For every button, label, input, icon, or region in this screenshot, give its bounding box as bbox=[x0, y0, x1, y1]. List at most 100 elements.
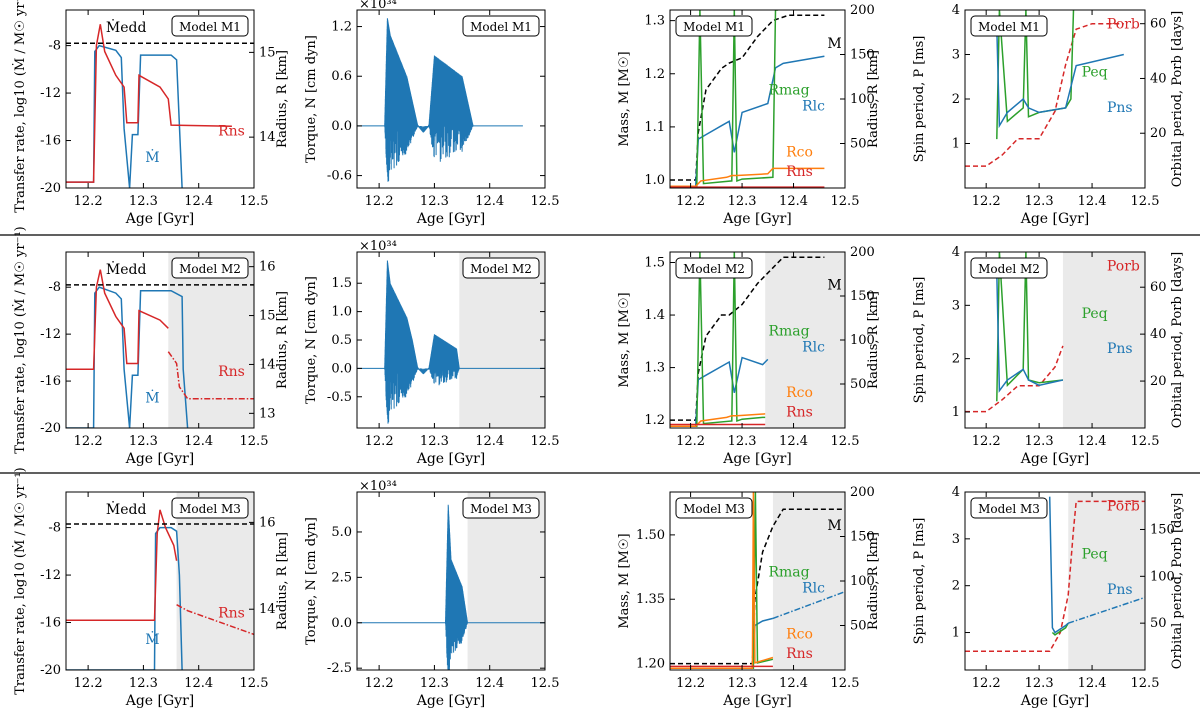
y-tick-label: -16 bbox=[40, 374, 61, 389]
x-tick-label: 12.3 bbox=[1025, 194, 1054, 209]
series-line-porb bbox=[965, 500, 1145, 653]
x-tick-label: 12.3 bbox=[420, 194, 449, 209]
y-tick-label: 0.5 bbox=[331, 333, 352, 348]
y2-tick-label: 50 bbox=[850, 619, 867, 634]
annotation-label: Rns bbox=[218, 364, 245, 380]
x-axis-label: Age [Gyr] bbox=[416, 211, 486, 227]
y-axis-label: Transfer rate, log10 (Ṁ / M☉ yr⁻¹) bbox=[11, 226, 28, 454]
y2-tick-label: 50 bbox=[850, 137, 867, 152]
x-axis-label: Age [Gyr] bbox=[722, 211, 792, 227]
x-tick-label: 12.2 bbox=[676, 194, 705, 209]
y-tick-label: 4 bbox=[952, 245, 960, 260]
model-label: Model M2 bbox=[470, 262, 532, 276]
annotation-label: Ṁedd bbox=[106, 18, 147, 36]
model-label-box bbox=[970, 257, 1048, 279]
x-tick-label: 12.4 bbox=[184, 676, 213, 691]
model-label-box bbox=[970, 497, 1048, 519]
x-tick-label: 12.5 bbox=[531, 676, 560, 691]
y2-tick-label: 150 bbox=[850, 48, 875, 63]
y-tick-label: 4 bbox=[952, 3, 960, 18]
x-tick-label: 12.5 bbox=[831, 676, 860, 691]
y-tick-label: 1 bbox=[952, 405, 960, 420]
x-tick-label: 12.3 bbox=[129, 194, 158, 209]
y2-tick-label: 13 bbox=[259, 406, 276, 421]
annotation-label: Rco bbox=[786, 145, 813, 161]
y-tick-label: 1.3 bbox=[644, 14, 665, 29]
panel-model-m2-mass: 12.2 12.3 12.4 12.5 Age [Gyr] 1.5 1.4 1.3 1.2 Mas… bbox=[617, 245, 881, 467]
annotation-label: Rlc bbox=[802, 339, 825, 355]
panel-model-m1-mass: 12.2 12.3 12.4 12.5 Age [Gyr] 1.3 1.2 1.1 1.0 Mas… bbox=[617, 3, 881, 227]
y-tick-label: -20 bbox=[40, 181, 61, 196]
annotation-label: Rmag bbox=[768, 564, 809, 580]
series-line-blue bbox=[357, 504, 545, 670]
series-line-porb bbox=[965, 345, 1064, 413]
annotation-label: Porb bbox=[1107, 16, 1140, 32]
series-line-red bbox=[176, 604, 254, 636]
x-tick-label: 12.2 bbox=[972, 194, 1001, 209]
y2-tick-label: 100 bbox=[850, 333, 875, 348]
y2-tick-label: 150 bbox=[850, 289, 875, 304]
x-tick-label: 12.4 bbox=[779, 194, 808, 209]
x-tick-label: 12.4 bbox=[779, 434, 808, 449]
x-tick-label: 12.2 bbox=[972, 434, 1001, 449]
annotation-label: Ṁ bbox=[145, 630, 159, 648]
annotation-label: Rlc bbox=[802, 98, 825, 114]
y-tick-label: 1.2 bbox=[644, 413, 665, 428]
plot-frame bbox=[356, 9, 546, 189]
model-label-box bbox=[171, 497, 249, 519]
y-tick-label: 0.0 bbox=[331, 361, 352, 376]
x-tick-label: 12.4 bbox=[184, 434, 213, 449]
y-tick-label: -16 bbox=[40, 134, 61, 149]
y-tick-label: -20 bbox=[40, 421, 61, 436]
y-tick-label: -8 bbox=[48, 521, 61, 536]
x-tick-label: 12.3 bbox=[129, 676, 158, 691]
model-label-box bbox=[675, 15, 753, 37]
model-label: Model M1 bbox=[978, 20, 1040, 34]
model-label: Model M3 bbox=[470, 502, 532, 516]
y2-axis-label: Radius, R [km] bbox=[275, 532, 290, 630]
series-line-red bbox=[167, 351, 254, 400]
series-line-peq bbox=[996, 10, 1075, 140]
x-tick-label: 12.3 bbox=[129, 434, 158, 449]
y2-tick-label: 15 bbox=[259, 45, 276, 60]
y-tick-label: -12 bbox=[40, 568, 61, 583]
model-label-box bbox=[462, 497, 540, 519]
y-tick-label: 1.1 bbox=[644, 120, 665, 135]
y-tick-label: 0.0 bbox=[331, 119, 352, 134]
series-line-rlc bbox=[670, 356, 769, 427]
x-tick-label: 12.2 bbox=[74, 194, 103, 209]
y-tick-label: -0.5 bbox=[327, 390, 352, 405]
series-line-blue bbox=[357, 260, 545, 424]
series-line-porb bbox=[965, 22, 1124, 167]
y-axis-label: Spin period, P [ms] bbox=[912, 518, 927, 645]
y-tick-label: 1 bbox=[952, 137, 960, 152]
shaded-region bbox=[1062, 252, 1145, 428]
y-axis-label: Transfer rate, log10 (Ṁ / M☉ yr⁻¹) bbox=[11, 0, 28, 213]
y-tick-label: 1.20 bbox=[636, 657, 665, 672]
x-axis-label: Age [Gyr] bbox=[125, 451, 195, 467]
y2-axis-label: Radius, R [km] bbox=[275, 50, 290, 148]
x-axis-label: Age [Gyr] bbox=[125, 693, 195, 709]
x-tick-label: 12.4 bbox=[184, 194, 213, 209]
model-label-box bbox=[462, 15, 540, 37]
series-line-red bbox=[66, 509, 178, 621]
y2-tick-label: 200 bbox=[850, 245, 875, 260]
y-tick-label: 5.0 bbox=[331, 525, 352, 540]
x-tick-label: 12.2 bbox=[676, 676, 705, 691]
plot-frame bbox=[356, 491, 546, 671]
exponent-label: ×10³⁴ bbox=[359, 479, 397, 494]
panel-model-m2-torque: 12.2 12.3 12.4 12.5 Age [Gyr] 1.5 1.0 0.5 0.0 -0.… bbox=[304, 239, 559, 467]
annotation-label: M bbox=[827, 36, 841, 52]
annotation-label: Rns bbox=[786, 646, 813, 662]
x-tick-label: 12.2 bbox=[365, 676, 394, 691]
x-tick-label: 12.4 bbox=[475, 676, 504, 691]
annotation-label: Pns bbox=[1107, 341, 1133, 357]
y-tick-label: 3 bbox=[952, 48, 960, 63]
x-tick-label: 12.5 bbox=[1131, 194, 1160, 209]
y-tick-label: 0.6 bbox=[331, 69, 352, 84]
y2-tick-label: 40 bbox=[1150, 71, 1167, 86]
model-label: Model M2 bbox=[683, 262, 745, 276]
y-tick-label: -8 bbox=[48, 280, 61, 295]
shaded-region bbox=[765, 252, 845, 428]
annotation-label: Rns bbox=[218, 605, 245, 621]
